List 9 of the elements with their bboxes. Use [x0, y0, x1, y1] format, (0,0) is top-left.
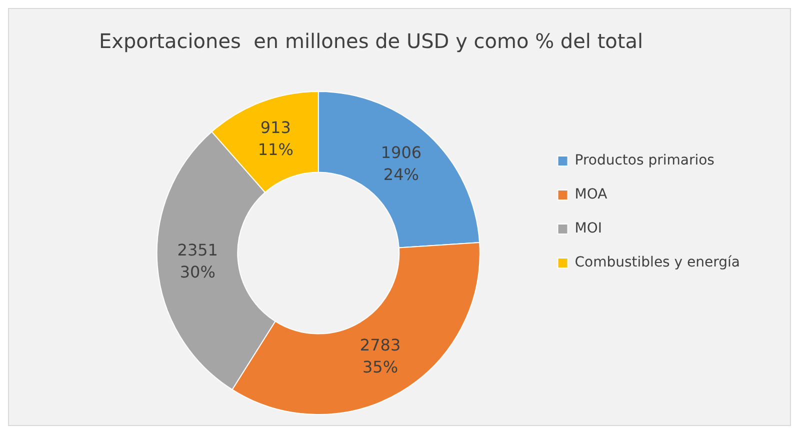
legend-label: Combustibles y energía: [574, 254, 740, 271]
legend-label: Productos primarios: [574, 152, 714, 169]
data-label: 1906 24%: [380, 142, 422, 184]
chart-title: Exportaciones en millones de USD y como % del total: [99, 29, 644, 54]
data-label: 2783 35%: [360, 335, 401, 376]
data-label: 913 11%: [258, 118, 294, 159]
legend-label: MOA: [574, 186, 608, 203]
legend-label: MOI: [574, 220, 602, 237]
data-label: 2351 30%: [177, 240, 218, 282]
